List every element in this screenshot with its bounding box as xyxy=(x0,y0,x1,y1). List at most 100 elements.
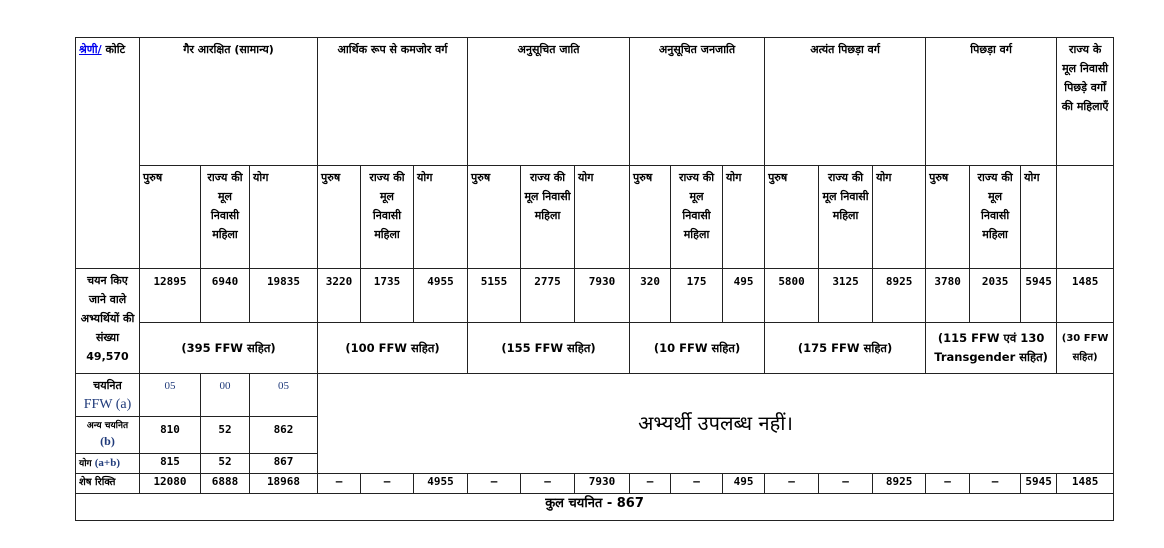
value-cell: 175 xyxy=(670,268,724,323)
sub-male: पुरुष xyxy=(467,165,522,269)
value-cell: 8925 xyxy=(872,268,927,323)
value-cell: 320 xyxy=(629,268,672,323)
sub-total: योग xyxy=(574,165,631,269)
value-cell: 3125 xyxy=(818,268,874,323)
category-label: कोटि xyxy=(105,43,126,56)
value-cell: 495 xyxy=(722,473,766,494)
value-cell: 52 xyxy=(200,416,250,454)
value-cell: 05 xyxy=(139,373,201,417)
sub-women: राज्य की मूल निवासी महिला xyxy=(520,165,576,269)
not-available-message: अभ्यर्थी उपलब्ध नहीं। xyxy=(316,373,1115,474)
value-cell: 2035 xyxy=(969,268,1022,323)
value-cell: 7930 xyxy=(574,268,631,323)
sub-total: योग xyxy=(722,165,766,269)
value-cell: 4955 xyxy=(412,473,469,494)
value-cell: 2775 xyxy=(520,268,576,323)
value-cell: 862 xyxy=(249,416,318,454)
sub-total: योग xyxy=(872,165,927,269)
sub-total: योग xyxy=(412,165,469,269)
ffw-note: (30 FFW सहित) xyxy=(1056,322,1115,374)
label-hi: योग xyxy=(79,459,92,469)
group-header-ebc: अत्यंत पिछड़ा वर्ग xyxy=(764,37,927,166)
sum-row: योग (a+b) 815 52 867 xyxy=(75,453,1114,474)
sub-women: राज्य की मूल निवासी महिला xyxy=(360,165,414,269)
value-cell: 5945 xyxy=(1020,268,1058,323)
sub-total: योग xyxy=(249,165,318,269)
value-cell: 6940 xyxy=(200,268,250,323)
remaining-row: शेष रिक्ति 12080 6888 18968 – – 4955 – –… xyxy=(75,473,1115,494)
total-selected: कुल चयनित - 867 xyxy=(74,493,1115,521)
value-cell: 19835 xyxy=(249,268,318,323)
label-en: FFW (a) xyxy=(83,397,132,412)
category-header: श्रेणी/ कोटि xyxy=(75,37,140,269)
value-cell: 12895 xyxy=(139,268,201,323)
ffw-note: (115 FFW एवं 130 Transgender सहित) xyxy=(925,322,1058,374)
ffw-note: (395 FFW सहित) xyxy=(139,322,318,374)
group-header-bc: पिछड़ा वर्ग xyxy=(925,37,1058,166)
group-header-row: श्रेणी/ कोटि गैर आरक्षित (सामान्य) आर्थि… xyxy=(75,37,1115,269)
sub-women: राज्य की मूल निवासी महिला xyxy=(969,165,1022,269)
sub-male: पुरुष xyxy=(139,165,201,269)
to-select-label: चयन किए जाने वाले अभ्यर्थियों की संख्या … xyxy=(75,268,140,374)
value-cell: 1485 xyxy=(1056,268,1115,323)
value-cell: 3220 xyxy=(317,268,361,323)
label-hi: अन्य चयनित xyxy=(86,421,129,431)
sub-women: राज्य की मूल निवासी महिला xyxy=(200,165,250,269)
sub-male: पुरुष xyxy=(629,165,672,269)
value-cell: – xyxy=(317,473,361,494)
value-cell: 495 xyxy=(722,268,766,323)
sub-women: राज्य की मूल निवासी महिला xyxy=(670,165,724,269)
remaining-label: शेष रिक्ति xyxy=(75,473,140,494)
sub-total: योग xyxy=(1020,165,1058,269)
label-en: (a+b) xyxy=(94,457,120,469)
value-cell: 12080 xyxy=(139,473,201,494)
other-selected-label: अन्य चयनित (b) xyxy=(75,416,140,454)
group-header-bc-women: राज्य के मूल निवासी पिछड़े वर्गों की महि… xyxy=(1056,37,1115,166)
ffw-note-row: (395 FFW सहित) (100 FFW सहित) (155 FFW स… xyxy=(76,322,1115,374)
value-cell: – xyxy=(764,473,820,494)
value-cell: 810 xyxy=(139,416,201,454)
value-cell: 5945 xyxy=(1020,473,1058,494)
selected-ffw-label: चयनित FFW (a) xyxy=(75,373,140,417)
value-cell: – xyxy=(925,473,971,494)
value-cell: 5155 xyxy=(467,268,522,323)
sum-label: योग (a+b) xyxy=(75,453,140,474)
value-cell: 3780 xyxy=(925,268,971,323)
category-link[interactable]: श्रेणी/ xyxy=(79,43,102,56)
value-cell: 4955 xyxy=(412,268,469,323)
value-cell: – xyxy=(670,473,724,494)
recruitment-vacancy-table: श्रेणी/ कोटि गैर आरक्षित (सामान्य) आर्थि… xyxy=(74,37,1115,521)
value-cell: 815 xyxy=(139,453,201,474)
group-header-sc: अनुसूचित जाति xyxy=(467,37,631,166)
sub-male: पुरुष xyxy=(317,165,361,269)
group-header-st: अनुसूचित जनजाति xyxy=(629,37,766,166)
ffw-note: (155 FFW सहित) xyxy=(467,322,631,374)
sub-women: राज्य की मूल निवासी महिला xyxy=(818,165,874,269)
value-cell: 867 xyxy=(249,453,318,474)
other-selected-row: अन्य चयनित (b) 810 52 862 xyxy=(75,416,1114,454)
value-cell: 8925 xyxy=(872,473,927,494)
to-select-row: चयन किए जाने वाले अभ्यर्थियों की संख्या … xyxy=(75,268,1115,374)
value-cell: – xyxy=(360,473,414,494)
value-cell: 1735 xyxy=(360,268,414,323)
value-cell: – xyxy=(629,473,672,494)
sub-male: पुरुष xyxy=(764,165,820,269)
value-cell: 18968 xyxy=(249,473,318,494)
label-en: (b) xyxy=(100,434,115,448)
value-cell: 05 xyxy=(249,373,318,417)
value-cell: 00 xyxy=(200,373,250,417)
value-cell: – xyxy=(969,473,1022,494)
ffw-note: (175 FFW सहित) xyxy=(764,322,927,374)
total-selected-row: कुल चयनित - 867 xyxy=(74,493,1115,521)
ffw-note: (100 FFW सहित) xyxy=(316,322,469,374)
value-cell: – xyxy=(467,473,522,494)
ffw-note: (10 FFW सहित) xyxy=(629,322,766,374)
group-header-general: गैर आरक्षित (सामान्य) xyxy=(139,37,318,166)
value-cell: 1485 xyxy=(1056,473,1115,494)
sub-header-row: पुरुष राज्य की मूल निवासी महिला योग पुरु… xyxy=(76,165,1115,269)
value-cell: 5800 xyxy=(764,268,820,323)
value-cell: – xyxy=(520,473,576,494)
sub-male: पुरुष xyxy=(925,165,971,269)
group-header-ews: आर्थिक रूप से कमजोर वर्ग xyxy=(316,37,469,166)
selected-ffw-row: चयनित FFW (a) 05 00 05 अभ्यर्थी उपलब्ध न… xyxy=(75,373,1115,474)
